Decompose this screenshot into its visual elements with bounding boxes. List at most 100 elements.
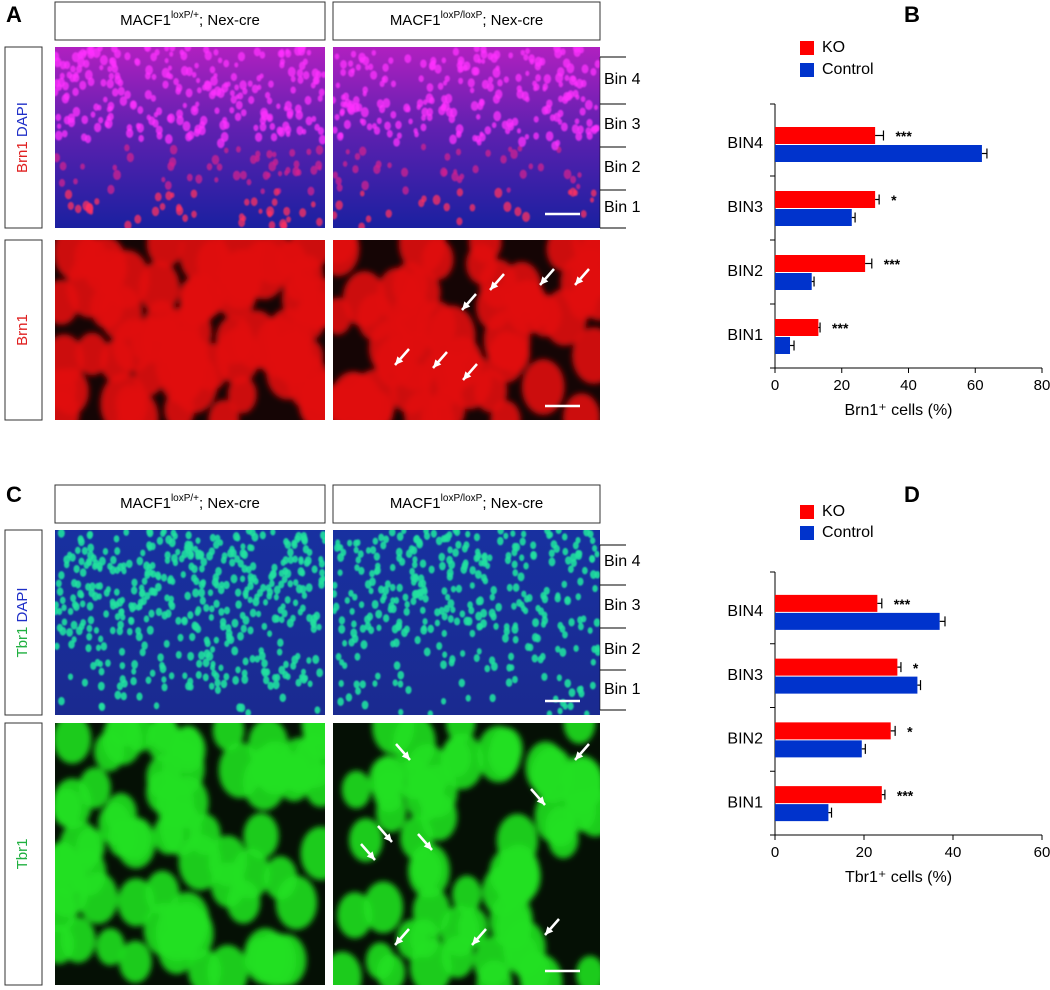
cell xyxy=(294,104,302,114)
cell xyxy=(296,169,302,176)
cell xyxy=(318,556,324,563)
cell xyxy=(107,101,115,111)
cell xyxy=(565,556,572,565)
cell xyxy=(134,214,142,224)
cell xyxy=(153,702,160,710)
cell xyxy=(195,537,201,544)
cell xyxy=(161,676,167,684)
cell xyxy=(109,565,117,575)
cell xyxy=(297,567,305,576)
cell xyxy=(293,579,299,587)
cell xyxy=(398,708,404,715)
cell xyxy=(251,84,259,94)
cell xyxy=(191,564,198,574)
cell xyxy=(462,64,468,72)
cell xyxy=(354,652,361,661)
cell xyxy=(521,91,529,101)
cell xyxy=(75,332,109,376)
cell xyxy=(156,131,163,140)
cell xyxy=(473,654,480,662)
cell xyxy=(55,113,62,122)
cell xyxy=(119,662,126,670)
cell xyxy=(87,543,95,553)
cell xyxy=(227,635,235,645)
cell xyxy=(396,132,402,139)
cell xyxy=(311,115,317,123)
cell xyxy=(141,641,148,650)
cell xyxy=(304,763,325,808)
cell xyxy=(79,48,87,59)
cell xyxy=(180,571,186,578)
cell xyxy=(253,47,261,57)
error-bar xyxy=(890,725,896,736)
cell xyxy=(422,594,429,603)
cell xyxy=(571,124,579,134)
cell xyxy=(390,597,396,604)
row-label-box xyxy=(4,46,43,229)
cell xyxy=(436,642,443,651)
cell xyxy=(240,109,247,117)
cell xyxy=(345,693,353,702)
cell xyxy=(283,660,289,669)
cell xyxy=(517,145,523,152)
cell xyxy=(476,725,521,783)
cell xyxy=(438,606,445,615)
cell xyxy=(441,697,447,705)
cell xyxy=(301,536,308,545)
cell xyxy=(474,570,482,579)
cell xyxy=(227,375,257,414)
cell xyxy=(431,59,436,66)
cell xyxy=(546,710,553,715)
cell xyxy=(564,74,570,82)
cell xyxy=(271,614,279,623)
cell xyxy=(149,669,156,677)
cell xyxy=(578,685,584,693)
cell xyxy=(517,572,525,582)
cell xyxy=(445,593,451,601)
cell xyxy=(103,96,108,103)
cell xyxy=(400,167,409,177)
cell xyxy=(414,636,421,645)
panel-letter: B xyxy=(904,2,920,27)
cell xyxy=(72,106,81,117)
cell xyxy=(472,165,479,174)
cell xyxy=(531,654,538,663)
cell xyxy=(518,136,527,147)
error-bar xyxy=(811,276,815,287)
bar xyxy=(775,722,891,740)
cell xyxy=(246,936,277,977)
cell xyxy=(55,601,59,609)
cell xyxy=(575,549,582,558)
cell xyxy=(206,551,214,561)
cell xyxy=(181,616,188,626)
cell xyxy=(115,384,145,420)
cell xyxy=(109,626,116,635)
cell xyxy=(274,673,281,682)
cell xyxy=(519,554,525,562)
cell xyxy=(423,647,431,657)
cell xyxy=(383,535,390,544)
cell xyxy=(516,128,522,134)
cell xyxy=(512,622,519,630)
cell xyxy=(503,201,512,212)
cell xyxy=(441,629,448,637)
cell xyxy=(203,603,210,612)
cell xyxy=(58,571,65,580)
cell xyxy=(276,103,281,110)
cell xyxy=(247,581,254,591)
cell xyxy=(245,565,252,574)
cell xyxy=(427,624,434,634)
row-label: Tbr1 DAPI xyxy=(14,587,31,657)
cell xyxy=(511,560,518,569)
cell xyxy=(55,87,59,97)
header-sup: loxP/loxP xyxy=(441,10,483,21)
row-label-part: Tbr1 xyxy=(14,839,31,870)
cell xyxy=(434,619,441,627)
cell xyxy=(259,122,267,132)
cell xyxy=(196,77,201,84)
cell xyxy=(496,813,539,868)
cell xyxy=(146,530,153,536)
cell xyxy=(266,97,273,105)
